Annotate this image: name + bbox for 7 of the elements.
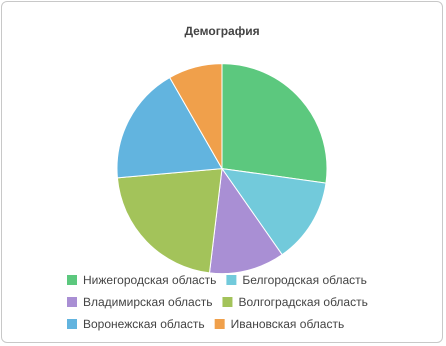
legend-label: Белгородская область	[242, 273, 367, 287]
legend-label: Воронежская область	[83, 317, 205, 331]
legend-label: Волгоградская область	[238, 295, 368, 309]
chart-title: Демография	[184, 24, 260, 38]
legend-label: Нижегородская область	[83, 273, 216, 287]
legend-label: Владимирская область	[83, 295, 212, 309]
legend-label: Ивановская область	[230, 317, 344, 331]
